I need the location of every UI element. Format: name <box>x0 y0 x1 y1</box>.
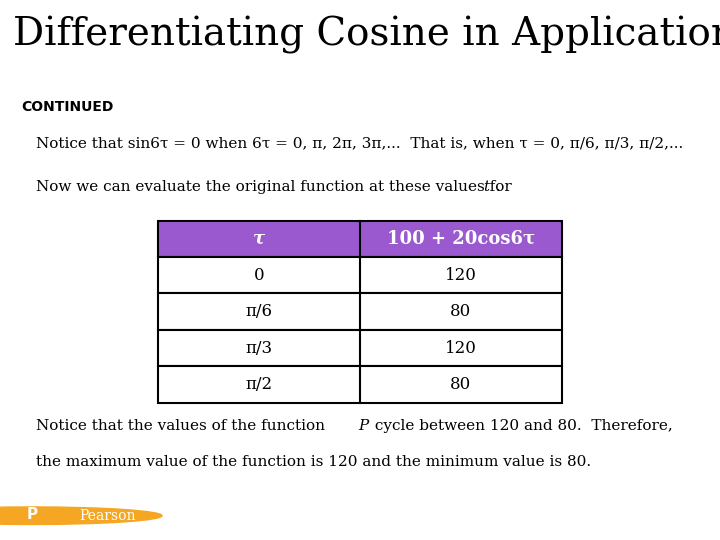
Text: Goldstein/Schneider/Lay/Asmar, Calculus and Its Applications, 14e: Goldstein/Schneider/Lay/Asmar, Calculus … <box>197 503 523 514</box>
Text: the maximum value of the function is 120 and the minimum value is 80.: the maximum value of the function is 120… <box>36 455 591 469</box>
Text: 120: 120 <box>445 267 477 284</box>
Text: Notice that the values of the function: Notice that the values of the function <box>36 418 330 433</box>
Text: 80: 80 <box>450 376 472 393</box>
Text: P: P <box>27 507 38 522</box>
Text: Differentiating Cosine in Application: Differentiating Cosine in Application <box>13 16 720 54</box>
Text: 80: 80 <box>450 303 472 320</box>
Text: π/6: π/6 <box>246 303 273 320</box>
FancyBboxPatch shape <box>158 366 562 402</box>
Text: τ: τ <box>253 230 265 248</box>
FancyBboxPatch shape <box>158 293 562 330</box>
Text: Slide 26: Slide 26 <box>623 507 691 524</box>
Text: π/2: π/2 <box>246 376 273 393</box>
Text: P: P <box>358 418 368 433</box>
Text: 100 + 20cos6τ: 100 + 20cos6τ <box>387 230 535 248</box>
FancyBboxPatch shape <box>158 257 562 293</box>
Text: Pearson: Pearson <box>79 509 135 523</box>
FancyBboxPatch shape <box>158 330 562 366</box>
Text: 0: 0 <box>254 267 264 284</box>
Circle shape <box>0 507 162 524</box>
Text: π/3: π/3 <box>246 340 273 356</box>
Text: .: . <box>495 180 500 194</box>
Text: CONTINUED: CONTINUED <box>22 99 114 113</box>
Text: Now we can evaluate the original function at these values for: Now we can evaluate the original functio… <box>36 180 517 194</box>
Text: 120: 120 <box>445 340 477 356</box>
Text: Notice that sin6τ = 0 when 6τ = 0, π, 2π, 3π,...  That is, when τ = 0, π/6, π/3,: Notice that sin6τ = 0 when 6τ = 0, π, 2π… <box>36 136 683 150</box>
Text: Copyright © 2018, 2014, 2010 Pearson Education Inc.: Copyright © 2018, 2014, 2010 Pearson Edu… <box>228 521 492 530</box>
Text: cycle between 120 and 80.  Therefore,: cycle between 120 and 80. Therefore, <box>370 418 672 433</box>
Text: t: t <box>483 180 490 194</box>
FancyBboxPatch shape <box>158 221 562 257</box>
